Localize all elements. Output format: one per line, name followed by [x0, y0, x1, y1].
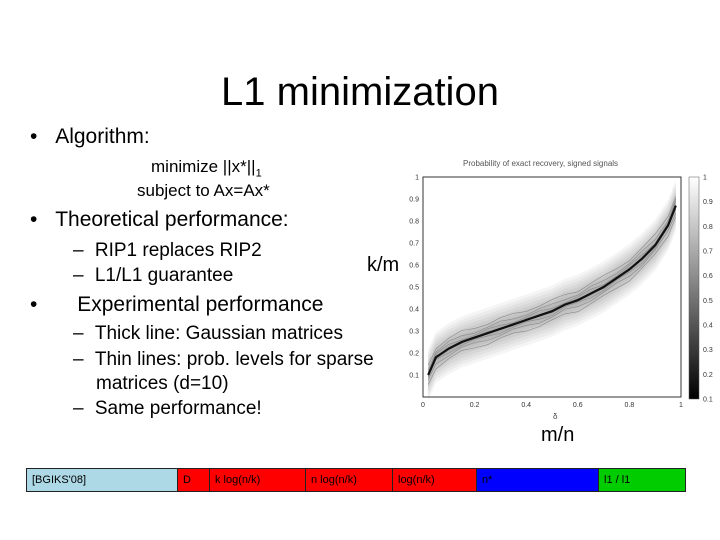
colorbar-tick-label: 0.5 — [703, 298, 713, 305]
bullet-experimental: • Experimental performance — [30, 293, 323, 317]
colorbar-tick-label: 0.6 — [703, 273, 713, 280]
sub-bullet-thick: – Thick line: Gaussian matrices — [73, 323, 343, 345]
x-axis-label: m/n — [541, 424, 575, 446]
bar-segment-nlog: n log(n/k) — [306, 469, 393, 491]
gaussian-curve — [427, 205, 677, 376]
sub-bullet-rip: – RIP1 replaces RIP2 — [73, 240, 262, 262]
sub-bullet-dash: – — [73, 349, 84, 370]
x-tick-label: 0.4 — [521, 402, 531, 409]
bar-segment-reference: [BGIKS'08] — [27, 469, 178, 491]
bullet-theoretical-text: Theoretical performance: — [55, 208, 289, 231]
bar-segment-l1l1: l1 / l1 — [599, 469, 685, 491]
y-tick-label: 0.7 — [409, 241, 419, 248]
colorbar-tick-label: 0.7 — [703, 249, 713, 256]
bullet-algorithm: • Algorithm: — [30, 125, 150, 149]
x-tick-label: 0.8 — [625, 402, 635, 409]
sub-bullet-dash: – — [73, 398, 84, 419]
thin-level-line — [427, 208, 677, 377]
y-tick-label: 0.3 — [409, 329, 419, 336]
y-tick-label: 0.9 — [409, 197, 419, 204]
thin-level-line — [427, 196, 677, 366]
x-tick-label: 1 — [679, 402, 683, 409]
bullet-algorithm-text: Algorithm: — [55, 125, 150, 148]
thin-level-line — [427, 200, 677, 374]
sub-bullet-thick-text: Thick line: Gaussian matrices — [94, 323, 344, 344]
y-tick-label: 1 — [415, 175, 419, 182]
x-tick-label: 0 — [421, 402, 425, 409]
bar-segment-klog: k log(n/k) — [210, 469, 306, 491]
norm-subscript: 1 — [255, 167, 262, 180]
bullet-dot: • — [30, 208, 38, 231]
y-tick-label: 0.5 — [409, 285, 419, 292]
sub-bullet-rip-text: RIP1 replaces RIP2 — [94, 240, 262, 261]
colorbar-tick-label: 0.2 — [703, 372, 713, 379]
bar-segment-log: log(n/k) — [393, 469, 477, 491]
x-tick-label: 0.6 — [573, 402, 583, 409]
recovery-plot: Probability of exact recovery, signed si… — [393, 157, 720, 422]
minimize-line: minimize ||x*||1 — [151, 157, 262, 179]
colorbar-tick-label: 0.4 — [703, 323, 713, 330]
bullet-dot: • — [30, 293, 38, 316]
sub-bullet-dash: – — [73, 323, 84, 344]
bar-segment-nstar: n* — [477, 469, 599, 491]
colorbar-tick-label: 0.9 — [703, 199, 713, 206]
plot-frame — [422, 176, 682, 398]
colorbar-tick-label: 0.1 — [703, 397, 713, 404]
y-tick-label: 0.1 — [409, 373, 419, 380]
sub-bullet-thin-text: Thin lines: prob. levels for sparse — [94, 349, 374, 370]
bullet-theoretical: • Theoretical performance: — [30, 208, 289, 232]
colorbar-tick-label: 1 — [703, 175, 707, 182]
sub-bullet-thin-cont: matrices (d=10) — [96, 373, 229, 394]
colorbar-tick-label: 0.3 — [703, 347, 713, 354]
y-tick-label: 0.4 — [409, 307, 419, 314]
x-tick-label: 0.2 — [470, 402, 480, 409]
colorbar-tick-label: 0.8 — [703, 224, 713, 231]
thin-level-line — [427, 216, 677, 385]
sub-bullet-l1l1: – L1/L1 guarantee — [73, 265, 233, 287]
sub-bullet-thin: – Thin lines: prob. levels for sparse — [73, 349, 374, 371]
sub-bullet-dash: – — [73, 265, 84, 286]
sub-bullet-dash: – — [73, 240, 84, 261]
sub-bullet-l1l1-text: L1/L1 guarantee — [94, 265, 234, 286]
plot-title: Probability of exact recovery, signed si… — [463, 159, 618, 168]
recovery-plot-svg: Probability of exact recovery, signed si… — [393, 157, 720, 422]
thin-level-line — [427, 198, 677, 371]
colorbar — [688, 176, 700, 400]
subject-to-line: subject to Ax=Ax* — [137, 181, 270, 200]
reference-bar: [BGIKS'08] D k log(n/k) n log(n/k) log(n… — [26, 468, 686, 492]
bullet-dot: • — [30, 125, 38, 148]
bullet-experimental-text: Experimental performance — [77, 293, 324, 316]
sub-bullet-same: – Same performance! — [73, 398, 262, 420]
y-tick-label: 0.6 — [409, 263, 419, 270]
y-tick-label: 0.2 — [409, 351, 419, 358]
minimize-text: minimize ||x*|| — [151, 157, 256, 176]
delta-label: δ — [553, 412, 558, 421]
sub-bullet-same-text: Same performance! — [94, 398, 262, 419]
x-ticks: 0 0.2 0.4 0.6 0.8 1 — [421, 402, 683, 409]
slide-title: L1 minimization — [221, 70, 499, 114]
colorbar-ticks: 1 0.9 0.8 0.7 0.6 0.5 0.4 0.3 0.2 0.1 — [703, 175, 713, 404]
y-ticks: 1 0.9 0.8 0.7 0.6 0.5 0.4 0.3 0.2 0.1 — [409, 175, 419, 380]
heat-band-layer — [428, 202, 676, 379]
thin-level-line — [427, 212, 677, 380]
y-tick-label: 0.8 — [409, 219, 419, 226]
y-axis-label: k/m — [367, 254, 400, 276]
bar-segment-d: D — [178, 469, 210, 491]
